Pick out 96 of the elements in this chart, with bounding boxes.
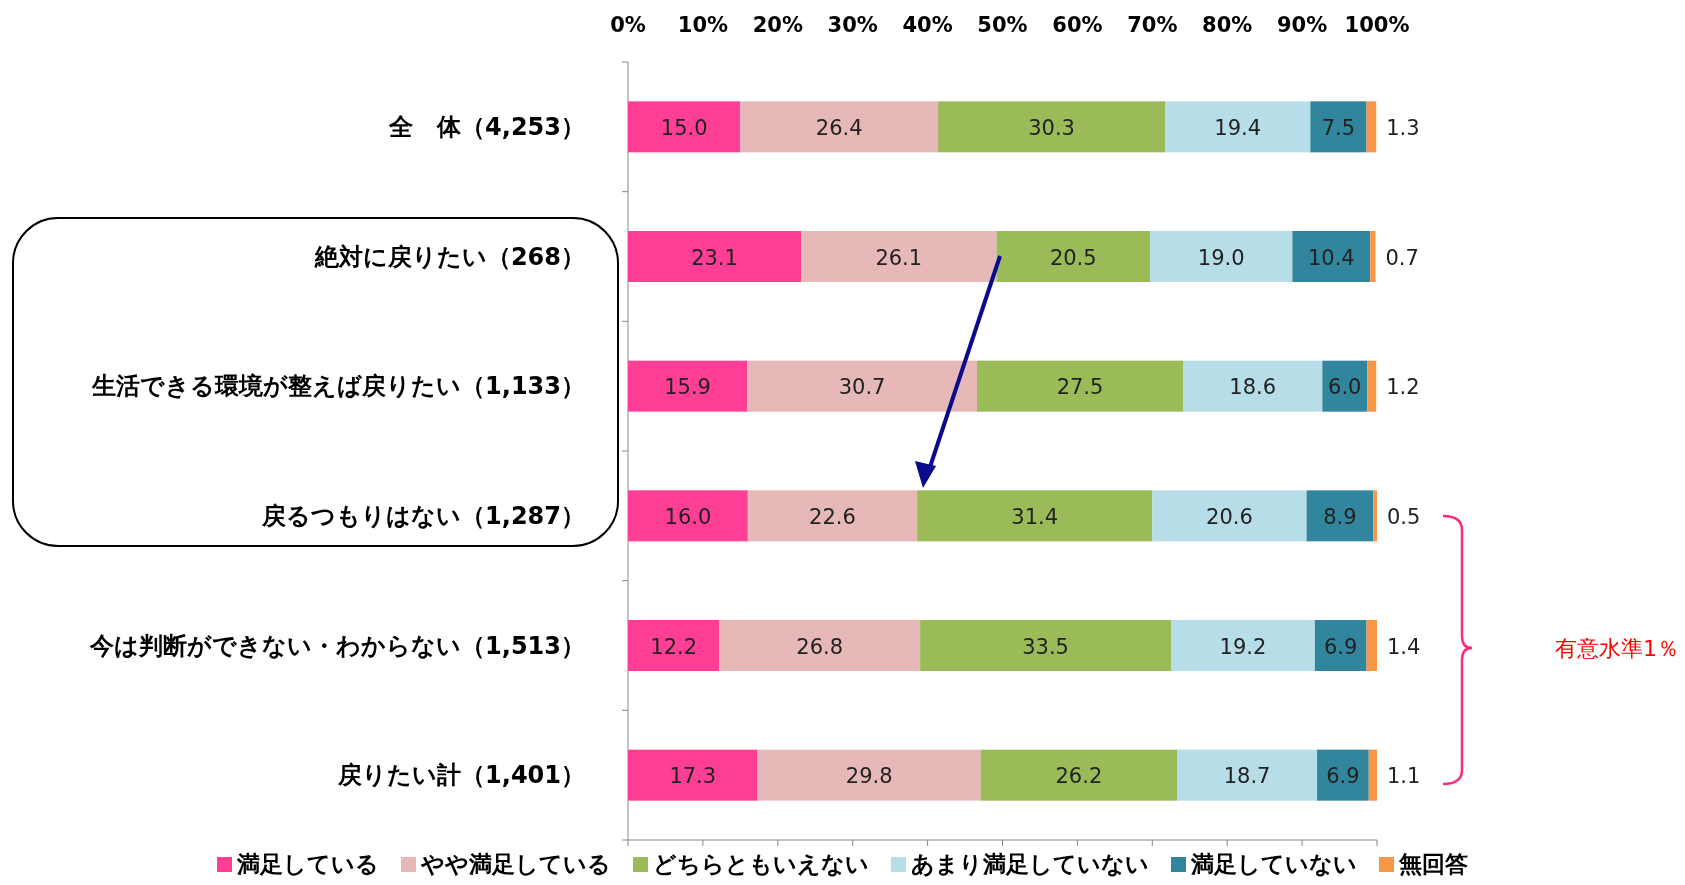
bar <box>628 360 748 412</box>
bar <box>1373 490 1378 542</box>
bar <box>628 490 748 542</box>
data-label: 19.4 <box>1214 115 1262 140</box>
legend-label: どちらともいえない <box>653 851 869 877</box>
y-tick-label: 生活できる環境が整えば戻りたい（1,133） <box>91 372 585 401</box>
bar <box>1370 231 1376 282</box>
data-label: 33.5 <box>1022 634 1069 659</box>
x-tick-label: 0% <box>610 13 646 37</box>
data-label: 31.4 <box>1011 504 1059 529</box>
bar <box>747 360 978 412</box>
bar <box>1306 490 1374 542</box>
x-tick-label: 20% <box>752 13 803 37</box>
bar <box>1183 360 1323 412</box>
data-label: 1.4 <box>1387 634 1421 659</box>
bar <box>628 749 758 801</box>
bar <box>917 490 1153 542</box>
data-label: 1.3 <box>1386 115 1420 140</box>
x-tick-label: 90% <box>1276 13 1328 37</box>
x-tick-label: 10% <box>677 13 729 37</box>
data-label: 15.0 <box>660 115 708 140</box>
bar <box>1171 620 1315 671</box>
data-label: 6.9 <box>1323 634 1358 659</box>
x-tick-label: 30% <box>827 13 878 37</box>
data-label: 12.2 <box>650 634 698 659</box>
legend-label: 満足していない <box>1190 851 1357 877</box>
x-tick-label: 60% <box>1052 13 1103 37</box>
y-tick-label: 戻るつもりはない（1,287） <box>261 501 585 530</box>
data-label: 16.0 <box>664 504 712 529</box>
data-label: 29.8 <box>845 764 893 789</box>
legend-label: 満足している <box>236 851 379 877</box>
data-label: 8.9 <box>1323 504 1357 529</box>
bar <box>747 490 918 542</box>
data-label: 7.5 <box>1321 115 1356 140</box>
data-label: 22.6 <box>809 504 856 529</box>
y-tick-label: 全 体（4,253） <box>388 112 585 141</box>
data-label: 20.6 <box>1206 504 1253 529</box>
data-label: 23.1 <box>691 245 738 270</box>
bar <box>1152 490 1307 542</box>
y-tick-label: 戻りたい計（1,401） <box>337 761 585 790</box>
data-label: 10.4 <box>1307 245 1355 270</box>
bar <box>801 231 997 282</box>
data-label: 17.3 <box>669 764 717 789</box>
bar <box>1366 101 1377 153</box>
data-label: 26.8 <box>796 634 844 659</box>
bar <box>1177 749 1318 801</box>
bar <box>1314 620 1367 671</box>
y-tick-label: 今は判断ができない・わからない（1,513） <box>89 631 585 660</box>
data-label: 18.7 <box>1223 764 1271 789</box>
data-label: 6.0 <box>1328 375 1362 400</box>
x-tick-label: 70% <box>1127 13 1178 37</box>
legend-label: あまり満足していない <box>911 851 1149 877</box>
bar <box>1317 749 1369 801</box>
bar <box>977 360 1184 412</box>
bar <box>1366 620 1377 671</box>
data-label: 19.2 <box>1219 634 1267 659</box>
bar <box>1165 101 1311 153</box>
data-label: 0.5 <box>1387 504 1421 529</box>
data-label: 26.4 <box>815 115 863 140</box>
bar <box>920 620 1172 671</box>
data-label: 1.1 <box>1387 764 1421 789</box>
bar <box>938 101 1166 153</box>
data-label: 19.0 <box>1197 245 1245 270</box>
bar <box>628 101 741 153</box>
bar <box>1310 101 1367 153</box>
bar <box>1322 360 1368 412</box>
bar <box>719 620 921 671</box>
bar <box>628 231 802 282</box>
x-tick-label: 80% <box>1202 13 1253 37</box>
x-tick-label: 50% <box>977 13 1028 37</box>
bar <box>996 231 1151 282</box>
data-label: 26.1 <box>875 245 923 270</box>
data-label: 18.6 <box>1229 375 1277 400</box>
data-label: 1.2 <box>1386 375 1420 400</box>
bar <box>1367 360 1377 412</box>
bar <box>1368 749 1377 801</box>
y-tick-label: 絶対に戻りたい（268） <box>313 242 585 271</box>
data-label: 0.7 <box>1385 245 1419 270</box>
x-tick-label: 40% <box>902 13 953 37</box>
data-label: 30.7 <box>838 375 886 400</box>
bar <box>1292 231 1371 282</box>
data-label: 6.9 <box>1326 764 1360 789</box>
bar <box>628 620 720 671</box>
data-label: 15.9 <box>664 375 711 400</box>
data-label: 27.5 <box>1056 375 1104 400</box>
legend-label: やや満足している <box>420 851 611 877</box>
data-label: 30.3 <box>1028 115 1075 140</box>
text: 有意水準1％ <box>1555 636 1679 661</box>
bar <box>740 101 939 153</box>
bar <box>980 749 1178 801</box>
bar <box>1150 231 1293 282</box>
bar <box>757 749 981 801</box>
data-label: 20.5 <box>1049 245 1097 270</box>
legend-label: 無回答 <box>1398 851 1468 877</box>
data-label: 26.2 <box>1055 764 1103 789</box>
x-tick-label: 100% <box>1344 13 1410 37</box>
